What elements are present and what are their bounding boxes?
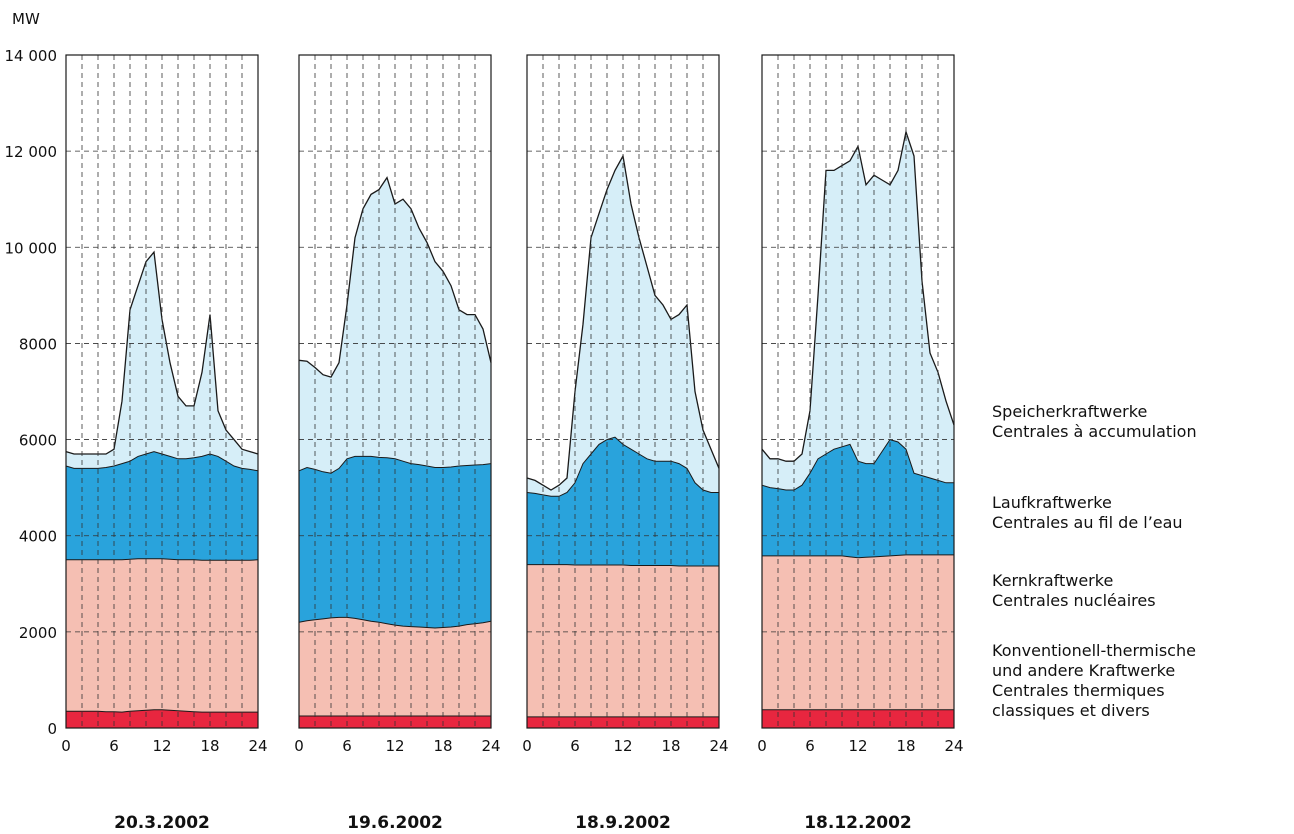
- legend-label-line: Laufkraftwerke: [992, 493, 1112, 512]
- chart-panel-2: 0 6 12 18 24 19.6.2002: [294, 54, 501, 833]
- x-tick-label: 0: [757, 737, 767, 755]
- chart-panel-4: 0 6 12 18 24 18.12.2002: [757, 54, 964, 833]
- legend-label-line: Speicherkraftwerke: [992, 402, 1148, 421]
- x-tick-label: 0: [294, 737, 304, 755]
- x-tick-label: 0: [61, 737, 71, 755]
- x-tick-label: 0: [522, 737, 532, 755]
- x-tick-label: 12: [385, 737, 404, 755]
- chart-panel-3: 0 6 12 18 24 18.9.2002: [522, 54, 729, 833]
- x-tick-label: 6: [109, 737, 119, 755]
- legend-label-line: Centrales thermiques: [992, 681, 1165, 700]
- x-tick-label: 6: [805, 737, 815, 755]
- legend-label-line: und andere Kraftwerke: [992, 661, 1176, 680]
- legend-item-conventional: Konventionell-thermische und andere Kraft…: [992, 641, 1196, 721]
- x-tick-label: 24: [248, 737, 267, 755]
- x-tick-label: 24: [944, 737, 963, 755]
- y-tick-label: 6000: [19, 432, 57, 450]
- x-tick-label: 12: [848, 737, 867, 755]
- chart-panel-1: 0 6 12 18 24 20.3.2002: [61, 54, 268, 833]
- x-tick-label: 12: [613, 737, 632, 755]
- legend-label-line: Centrales nucléaires: [992, 591, 1156, 610]
- x-tick-label: 24: [481, 737, 500, 755]
- panel-date: 18.12.2002: [804, 813, 912, 833]
- panel-frame: [65, 54, 259, 729]
- legend-label-line: classiques et divers: [992, 701, 1150, 720]
- legend-label-line: Centrales au fil de l’eau: [992, 513, 1183, 532]
- x-tick-label: 24: [709, 737, 728, 755]
- panel-date: 20.3.2002: [114, 813, 210, 833]
- x-tick-label: 18: [896, 737, 915, 755]
- x-tick-label: 18: [200, 737, 219, 755]
- legend-label-line: Konventionell-thermische: [992, 641, 1196, 660]
- x-tick-label: 12: [152, 737, 171, 755]
- y-tick-label: 10 000: [5, 239, 58, 257]
- y-tick-label: 12 000: [5, 143, 58, 161]
- panel-frame: [761, 54, 955, 729]
- x-tick-label: 18: [433, 737, 452, 755]
- panel-date: 19.6.2002: [347, 813, 443, 833]
- panel-frame: [526, 54, 720, 729]
- y-tick-label: 8000: [19, 335, 57, 353]
- x-tick-label: 6: [570, 737, 580, 755]
- panel-date: 18.9.2002: [575, 813, 671, 833]
- x-tick-label: 6: [342, 737, 352, 755]
- y-axis: 0 2000 4000 6000 8000 10 000 12 000 14 000: [5, 47, 58, 738]
- y-tick-label: 0: [47, 720, 57, 738]
- legend-item-run_of_river: Laufkraftwerke Centrales au fil de l’eau: [992, 493, 1183, 533]
- legend-label-line: Kernkraftwerke: [992, 571, 1114, 590]
- legend-item-nuclear: Kernkraftwerke Centrales nucléaires: [992, 571, 1156, 611]
- y-tick-label: 4000: [19, 528, 57, 546]
- boundary-nuclear_top: [527, 564, 719, 567]
- x-tick-label: 18: [661, 737, 680, 755]
- panel-frame: [298, 54, 492, 729]
- y-tick-label: 2000: [19, 624, 57, 642]
- y-tick-label: 14 000: [5, 47, 58, 65]
- chart-panels: 0 6 12 18 24 20.3.2002 0 6 12 18 24 19.6.2002 0 6 12 18…: [61, 54, 964, 833]
- y-axis-unit: MW: [12, 10, 40, 28]
- legend-label-line: Centrales à accumulation: [992, 422, 1197, 441]
- legend-item-storage: Speicherkraftwerke Centrales à accumulati…: [992, 402, 1197, 442]
